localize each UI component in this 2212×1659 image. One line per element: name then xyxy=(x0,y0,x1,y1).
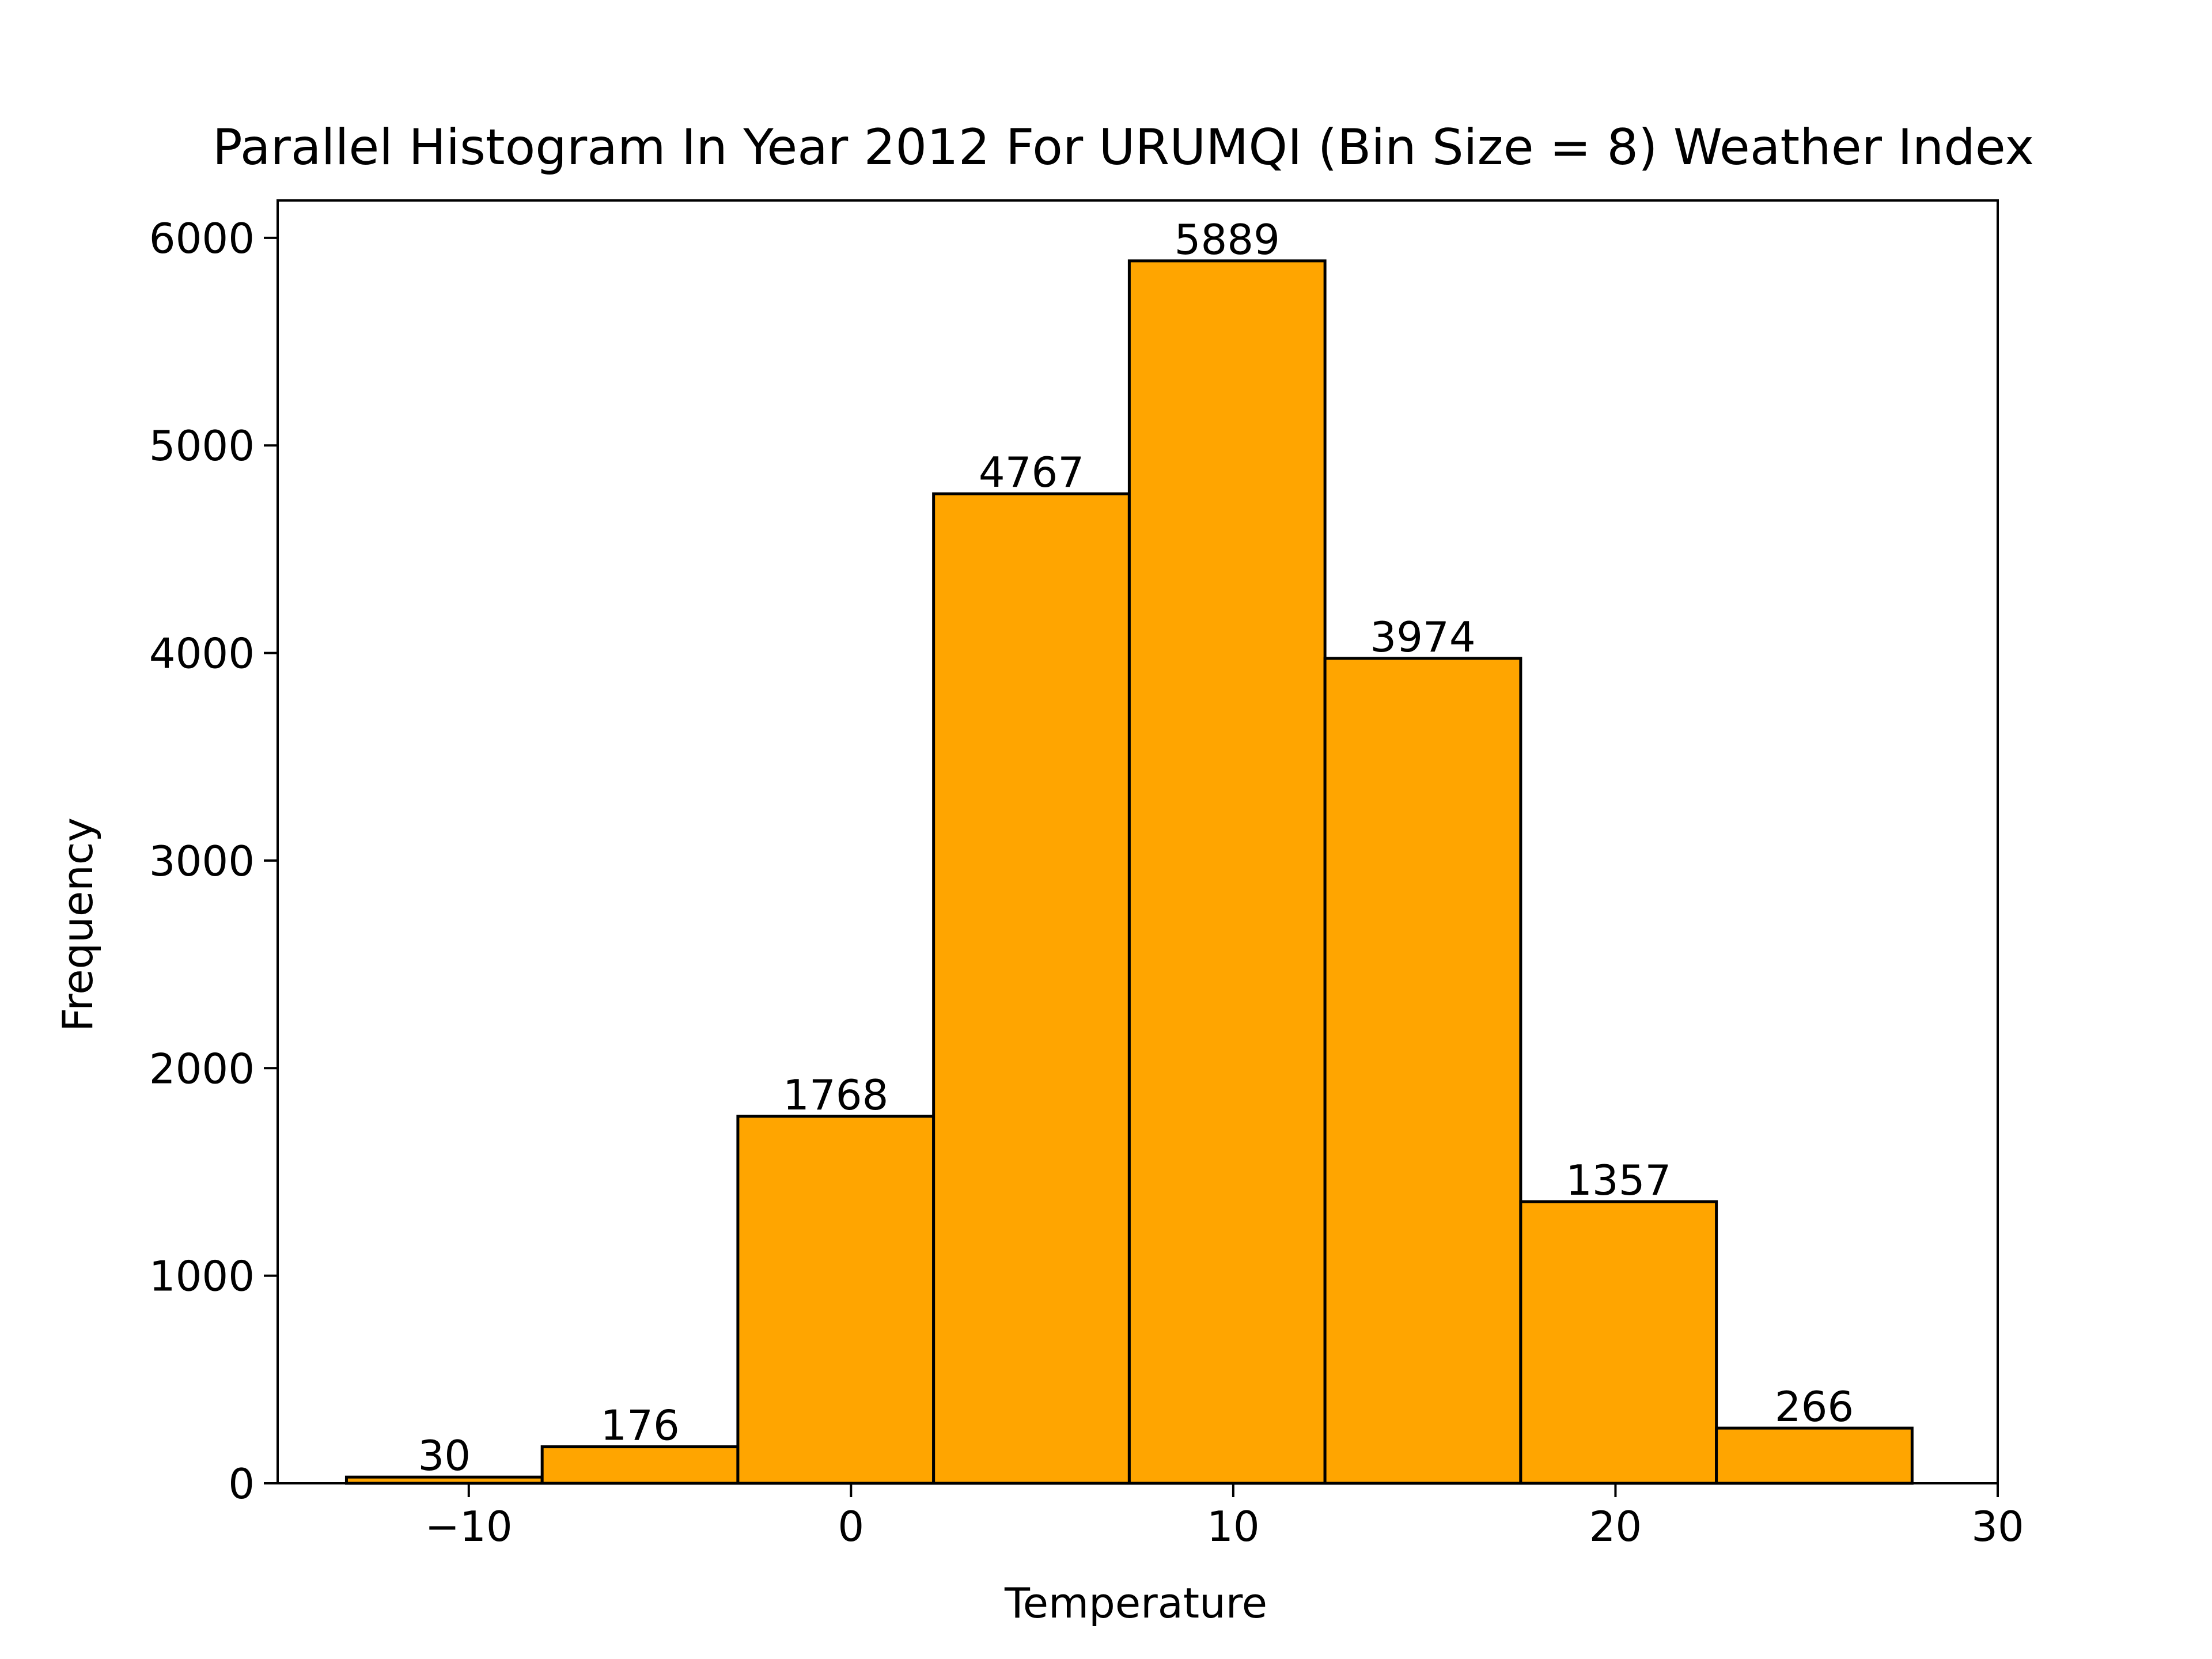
axes-frame xyxy=(276,199,1999,1484)
x-tick-label: 0 xyxy=(838,1502,864,1551)
y-tick-label: 1000 xyxy=(149,1252,255,1301)
bar-value-label: 4767 xyxy=(979,448,1084,497)
x-axis-label: Temperature xyxy=(1004,1579,1267,1627)
x-tick-label: 30 xyxy=(1971,1502,2024,1551)
bar-value-label: 5889 xyxy=(1175,215,1280,264)
x-tick-label: 10 xyxy=(1207,1502,1260,1551)
bar-value-label: 3974 xyxy=(1370,613,1475,661)
x-tick-label: 20 xyxy=(1589,1502,1642,1551)
histogram-bar xyxy=(932,492,1131,1485)
bar-value-label: 176 xyxy=(600,1402,679,1450)
y-tick-label: 5000 xyxy=(149,422,255,470)
y-tick-label: 0 xyxy=(228,1460,255,1508)
histogram-bar xyxy=(1519,1200,1718,1485)
y-tick-label: 3000 xyxy=(149,837,255,885)
bar-label-group: 30 176 1768 4767 5889 3974 1357 266 xyxy=(418,215,1854,1480)
histogram-bar xyxy=(1127,259,1327,1485)
y-tick-label: 2000 xyxy=(149,1044,255,1093)
bar-value-label: 1357 xyxy=(1566,1156,1671,1205)
histogram-bar xyxy=(736,1115,935,1485)
bar-value-label: 1768 xyxy=(783,1071,888,1119)
histogram-bar xyxy=(1323,657,1522,1485)
chart-title: Parallel Histogram In Year 2012 For URUM… xyxy=(213,119,2034,176)
bar-value-label: 266 xyxy=(1775,1382,1854,1431)
histogram-bar xyxy=(1715,1426,1914,1485)
y-axis-ticks: 0 1000 2000 3000 4000 5000 6000 xyxy=(149,214,278,1508)
x-tick-label: −10 xyxy=(425,1502,513,1551)
bar-group xyxy=(344,259,1914,1485)
histogram-bar xyxy=(540,1445,740,1485)
x-axis-ticks: −10 0 10 20 30 xyxy=(425,1483,2024,1551)
y-tick-label: 4000 xyxy=(149,630,255,678)
y-axis-label: Frequency xyxy=(54,817,102,1032)
y-tick-label: 6000 xyxy=(149,214,255,263)
bar-value-label: 30 xyxy=(418,1431,471,1480)
